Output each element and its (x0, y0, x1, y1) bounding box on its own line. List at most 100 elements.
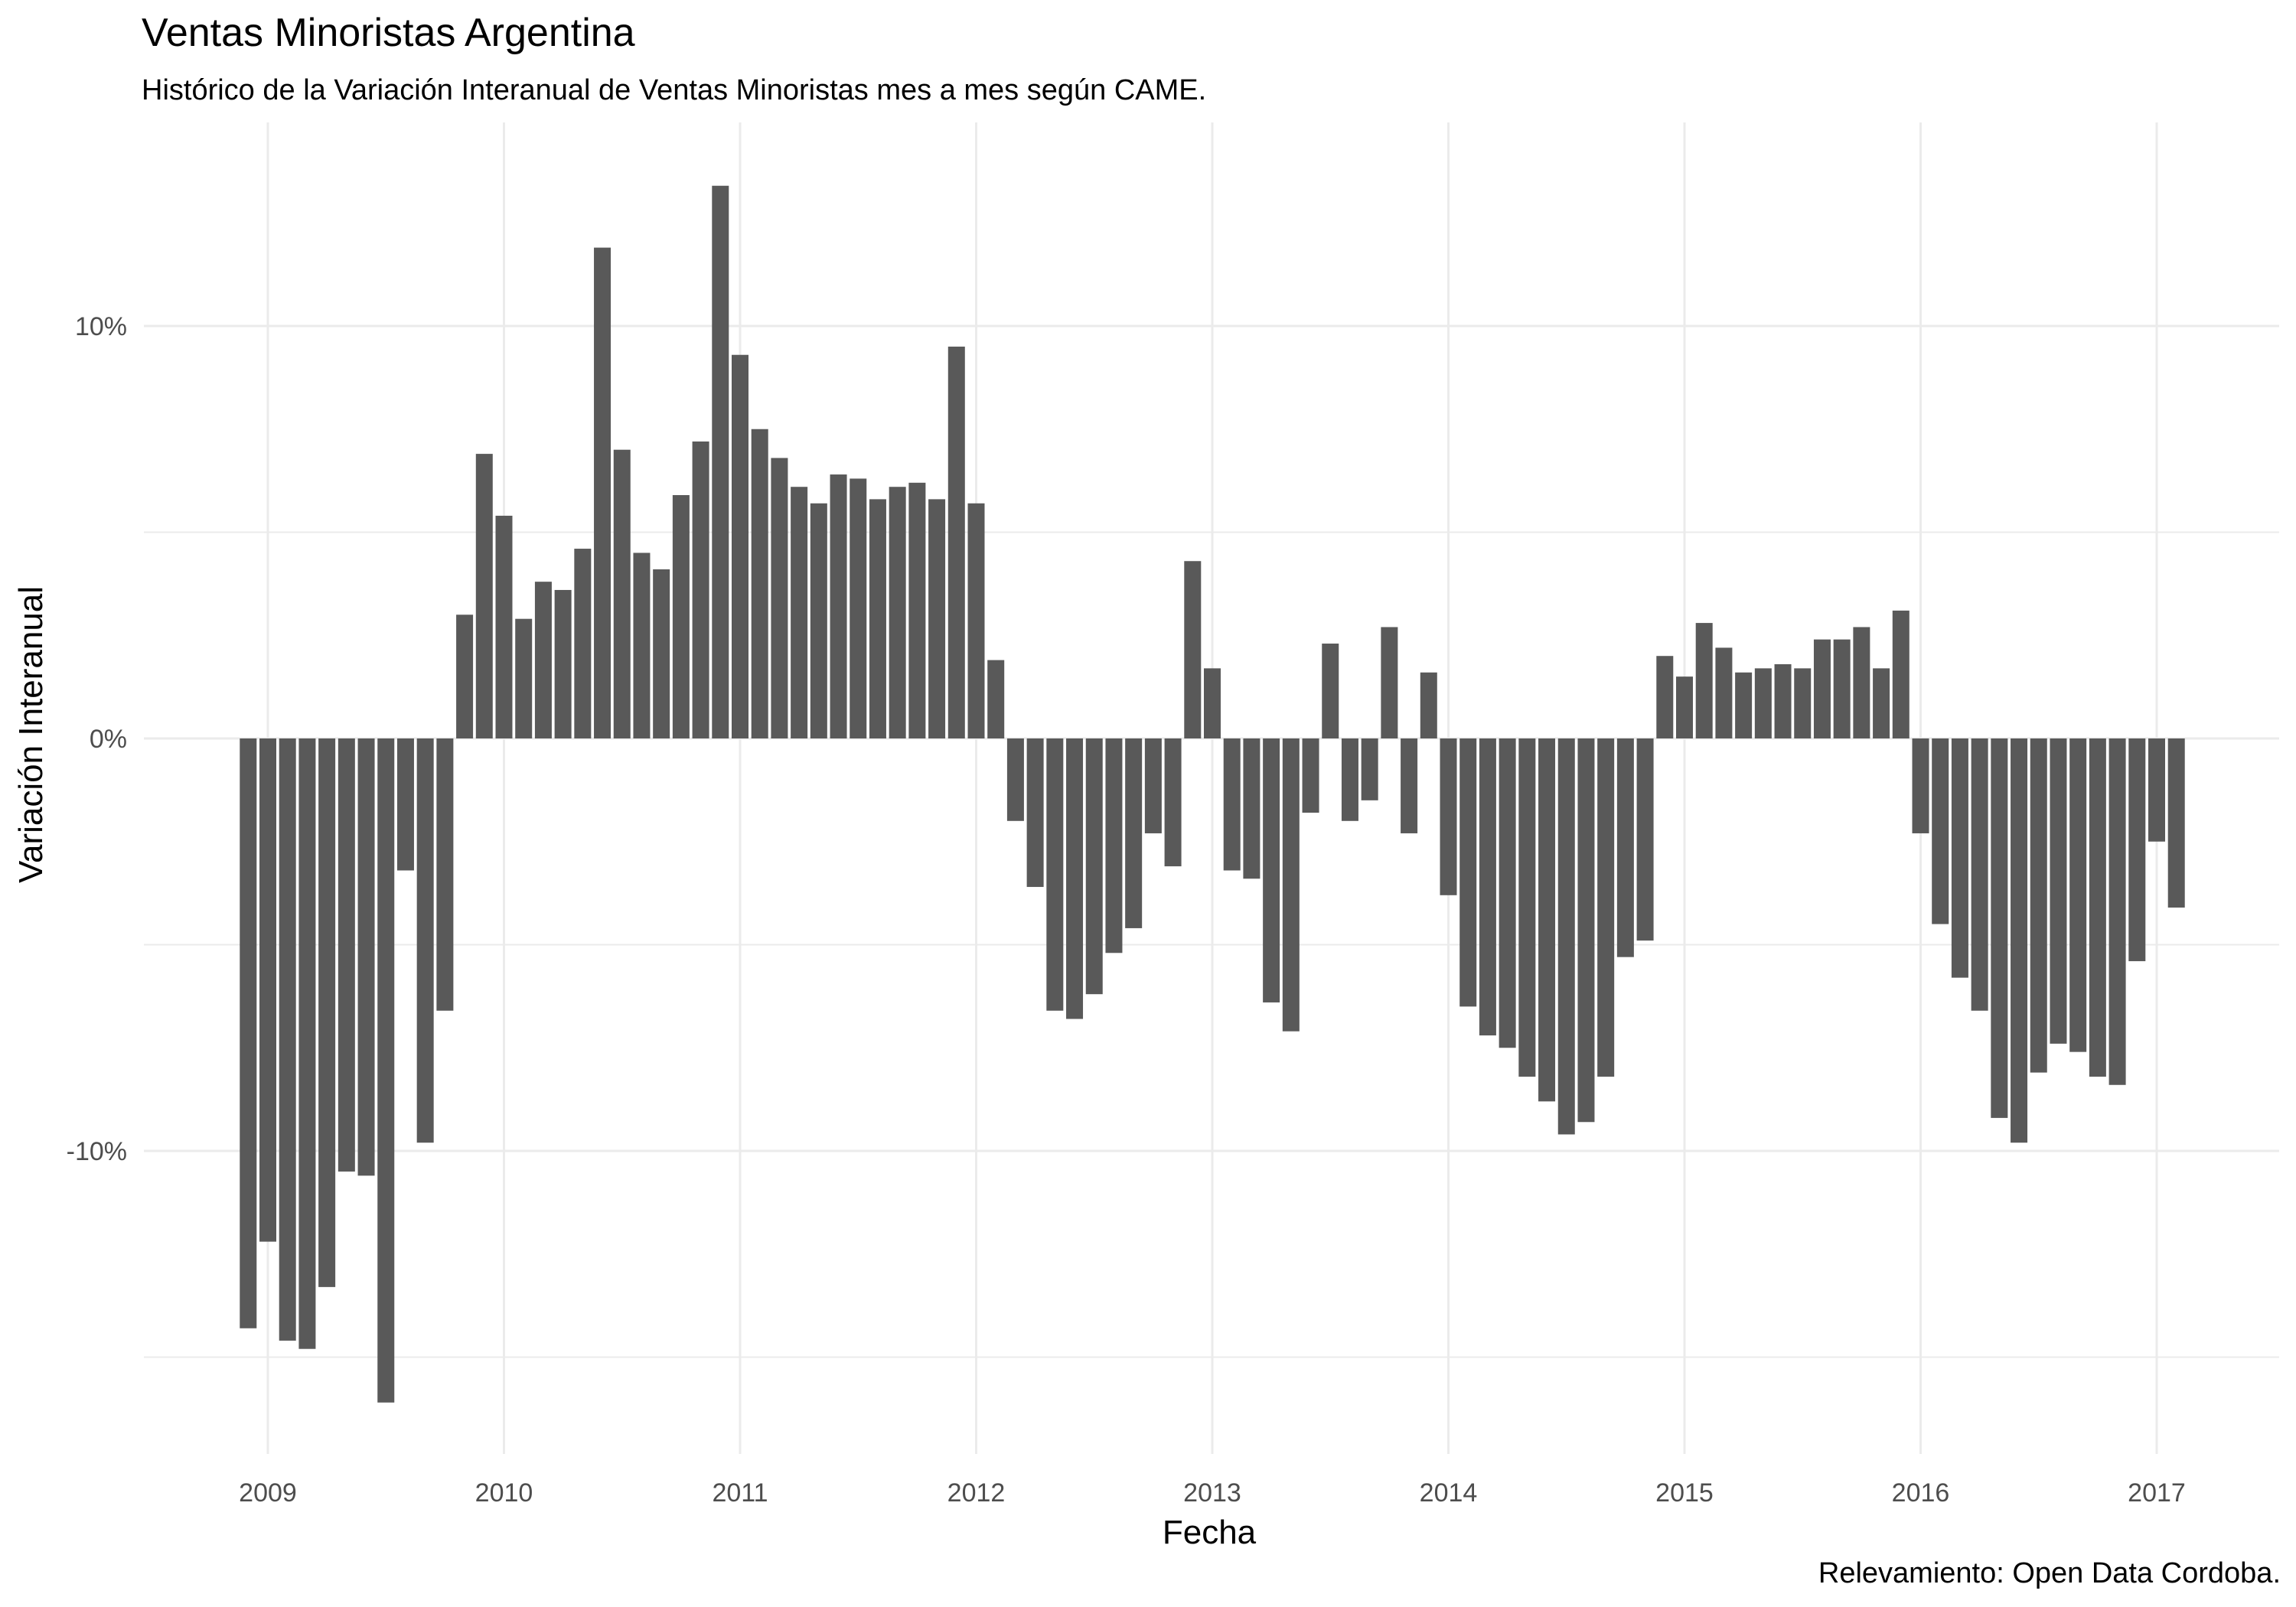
bar (1853, 627, 1870, 738)
bar (338, 738, 355, 1172)
bar (1164, 738, 1182, 867)
bar (2030, 738, 2047, 1073)
x-tick-label: 2009 (239, 1478, 297, 1508)
bar (692, 441, 709, 738)
bar (633, 553, 651, 738)
bar (240, 738, 257, 1328)
bar (1026, 738, 1044, 888)
bar (1282, 738, 1300, 1032)
bar (1636, 738, 1654, 941)
bar (298, 738, 316, 1349)
bar (495, 515, 513, 738)
bar (751, 429, 768, 738)
bar (1479, 738, 1496, 1036)
bar (1597, 738, 1615, 1077)
bar (1223, 738, 1241, 871)
bar (456, 614, 474, 738)
bar (1381, 627, 1398, 738)
bar (1420, 672, 1437, 738)
bar (1341, 738, 1358, 821)
bar (1754, 668, 1772, 738)
bar (613, 449, 631, 738)
chart-subtitle: Histórico de la Variación Interanual de … (142, 74, 1207, 106)
x-tick-label: 2013 (1183, 1478, 1241, 1508)
bar (1833, 639, 1851, 738)
bar (594, 247, 612, 739)
bar (1066, 738, 1084, 1019)
bar (1912, 738, 1929, 833)
bar (1459, 738, 1477, 1007)
bar (1892, 610, 1910, 738)
y-tick-label: -10% (67, 1137, 127, 1166)
bar (1499, 738, 1516, 1048)
chart-title: Ventas Minoristas Argentina (142, 11, 635, 55)
bar (1774, 663, 1792, 738)
bar-series (240, 185, 2185, 1403)
bar (1813, 639, 1831, 738)
x-tick-label: 2017 (2128, 1478, 2186, 1508)
bar (515, 618, 533, 738)
chart-caption: Relevamiento: Open Data Cordoba. (1818, 1557, 2281, 1589)
bar (1006, 738, 1024, 821)
bar (2128, 738, 2146, 962)
bar (1184, 561, 1202, 738)
bar (2050, 738, 2067, 1044)
bar (1715, 647, 1733, 738)
bar (1695, 623, 1713, 738)
bar (534, 582, 552, 738)
x-tick-label: 2015 (1655, 1478, 1714, 1508)
bar (2108, 738, 2126, 1085)
bar (357, 738, 375, 1176)
bar (1144, 738, 1162, 833)
bar (1676, 676, 1693, 738)
bar (830, 474, 847, 738)
bar (791, 487, 808, 738)
bar (1263, 738, 1280, 1002)
bar (732, 354, 748, 738)
y-tick-label: 10% (75, 312, 127, 341)
bar (712, 185, 729, 739)
bar (947, 346, 965, 738)
bar (1085, 738, 1103, 995)
bar (554, 589, 572, 738)
bar (810, 503, 827, 738)
bar (1557, 738, 1575, 1135)
bar (396, 738, 414, 871)
bar (1656, 656, 1674, 738)
bar (1735, 672, 1753, 738)
bar (318, 738, 336, 1287)
bar (416, 738, 434, 1143)
bar (869, 499, 886, 738)
bar (1538, 738, 1556, 1102)
bar (2069, 738, 2087, 1052)
x-tick-label: 2010 (475, 1478, 533, 1508)
bar (2167, 738, 2185, 908)
y-axis-title: Variación Interanual (12, 586, 50, 883)
bar (1951, 738, 1968, 978)
bar (436, 738, 454, 1011)
bar (987, 660, 1005, 738)
bar (1971, 738, 1988, 1011)
bar (771, 458, 788, 738)
bar (1046, 738, 1064, 1011)
bar (1204, 668, 1221, 738)
bar (574, 549, 592, 738)
bar (1401, 738, 1418, 833)
bar (1361, 738, 1378, 800)
bar (672, 494, 690, 738)
bar (279, 738, 296, 1341)
bar (2089, 738, 2106, 1077)
bar (908, 482, 926, 738)
y-tick-label: 0% (90, 725, 127, 754)
bar (1932, 738, 1949, 924)
bar (1991, 738, 2008, 1118)
bar (1577, 738, 1595, 1123)
bar (1125, 738, 1143, 928)
x-tick-label: 2012 (947, 1478, 1006, 1508)
bar (928, 499, 946, 738)
bar (1322, 644, 1339, 738)
bar (1616, 738, 1634, 957)
bar (967, 503, 985, 738)
x-tick-label: 2016 (1892, 1478, 1950, 1508)
